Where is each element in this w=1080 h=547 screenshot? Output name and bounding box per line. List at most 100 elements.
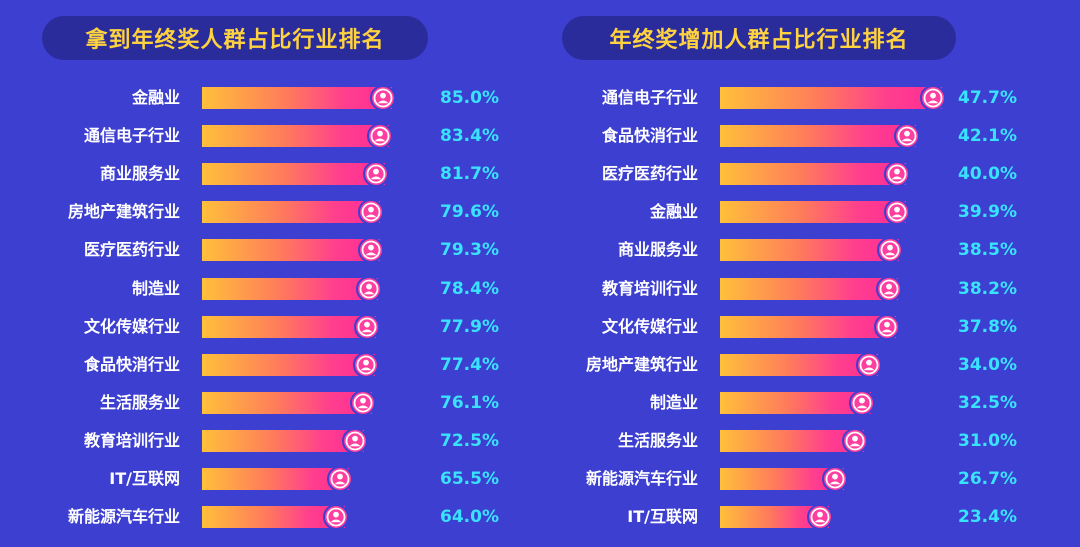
category-label: 金融业	[649, 202, 698, 222]
value-label: 83.4%	[440, 126, 499, 147]
bar	[202, 353, 376, 376]
person-icon	[363, 161, 389, 188]
bar	[720, 353, 879, 376]
category-label: 食品快消行业	[83, 354, 180, 374]
value-label: 38.5%	[958, 240, 1017, 261]
person-icon	[877, 237, 904, 264]
value-label: 39.9%	[958, 202, 1017, 223]
chart-title-right: 年终奖增加人群占比行业排名	[562, 16, 956, 60]
value-label: 65.5%	[440, 469, 499, 489]
bar	[720, 506, 829, 529]
person-icon	[856, 351, 883, 378]
bar	[720, 163, 906, 186]
value-label: 77.4%	[440, 354, 499, 375]
value-label: 85.0%	[440, 88, 499, 108]
bar	[720, 87, 942, 109]
bar	[202, 391, 373, 414]
person-icon	[822, 466, 849, 492]
bar	[202, 201, 381, 224]
bar	[202, 277, 378, 300]
category-label: 制造业	[649, 392, 698, 412]
category-label: 文化传媒行业	[83, 316, 180, 336]
category-label: IT/互联网	[627, 507, 698, 527]
person-icon	[354, 313, 381, 340]
bar	[202, 87, 393, 109]
bar	[720, 429, 865, 452]
category-label: 金融业	[131, 88, 180, 107]
bar	[720, 468, 845, 490]
person-icon	[875, 275, 902, 302]
category-label: 新能源汽车行业	[67, 507, 180, 527]
person-icon	[873, 313, 900, 340]
person-icon	[323, 504, 350, 531]
person-icon	[919, 85, 946, 111]
category-label: 生活服务业	[617, 430, 698, 450]
chart-title-left: 拿到年终奖人群占比行业排名	[42, 16, 428, 60]
category-label: IT/互联网	[109, 469, 180, 488]
bar	[202, 163, 385, 186]
person-icon	[342, 427, 369, 454]
bar	[202, 125, 389, 148]
person-icon	[849, 389, 876, 416]
value-label: 81.7%	[440, 164, 499, 185]
bar	[720, 125, 916, 148]
bar	[202, 506, 346, 529]
value-label: 37.8%	[958, 316, 1017, 337]
category-label: 通信电子行业	[601, 88, 698, 107]
bar	[720, 239, 900, 262]
value-label: 31.0%	[958, 430, 1017, 451]
value-label: 79.3%	[440, 240, 499, 261]
person-icon	[893, 123, 920, 150]
category-label: 制造业	[131, 278, 180, 298]
person-icon	[353, 351, 380, 378]
category-label: 房地产建筑行业	[585, 354, 698, 374]
value-label: 77.9%	[440, 316, 499, 337]
category-label: 商业服务业	[99, 164, 180, 184]
value-label: 64.0%	[440, 507, 499, 528]
category-label: 医疗医药行业	[83, 240, 180, 260]
person-icon	[326, 466, 353, 492]
value-label: 42.1%	[958, 126, 1017, 147]
value-label: 34.0%	[958, 354, 1017, 375]
bar	[720, 277, 898, 300]
person-icon	[366, 123, 393, 150]
bar	[202, 429, 365, 452]
value-label: 72.5%	[440, 430, 499, 451]
bar	[202, 468, 349, 490]
bar	[202, 315, 377, 338]
category-label: 文化传媒行业	[601, 316, 698, 336]
bar	[720, 201, 906, 224]
category-label: 教育培训行业	[601, 278, 698, 298]
value-label: 26.7%	[958, 469, 1017, 489]
category-label: 新能源汽车行业	[585, 469, 698, 488]
value-label: 23.4%	[958, 507, 1017, 528]
category-label: 教育培训行业	[83, 430, 180, 450]
value-label: 38.2%	[958, 278, 1017, 299]
value-label: 76.1%	[440, 392, 499, 413]
bar	[720, 315, 896, 338]
value-label: 47.7%	[958, 88, 1017, 108]
person-icon	[358, 199, 385, 226]
person-icon	[370, 85, 397, 111]
person-icon	[884, 161, 910, 188]
category-label: 通信电子行业	[83, 126, 180, 146]
person-icon	[883, 199, 910, 226]
category-label: 房地产建筑行业	[67, 202, 180, 222]
person-icon	[806, 504, 833, 531]
bar	[720, 391, 872, 414]
person-icon	[350, 389, 377, 416]
category-label: 医疗医药行业	[601, 164, 698, 184]
bar	[202, 239, 380, 262]
value-label: 40.0%	[958, 164, 1017, 185]
person-icon	[357, 237, 384, 264]
person-icon	[842, 427, 869, 454]
value-label: 32.5%	[958, 392, 1017, 413]
person-icon	[355, 275, 382, 302]
category-label: 商业服务业	[617, 240, 698, 260]
value-label: 78.4%	[440, 278, 499, 299]
category-label: 生活服务业	[99, 392, 180, 412]
value-label: 79.6%	[440, 202, 499, 223]
